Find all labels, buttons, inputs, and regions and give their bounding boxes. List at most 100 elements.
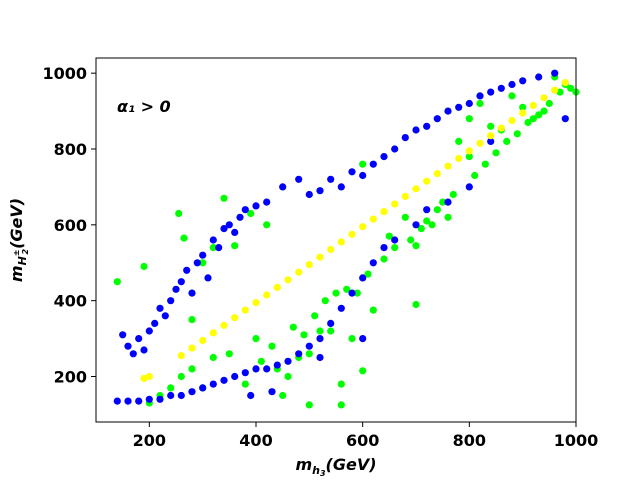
y-tick-label: 400 <box>54 292 87 311</box>
scatter-point <box>449 190 457 199</box>
scatter-point <box>220 321 228 329</box>
scatter-point <box>524 118 532 127</box>
scatter-point <box>279 183 287 191</box>
scatter-point <box>193 259 201 267</box>
scatter-point <box>209 236 217 244</box>
scatter-point <box>124 397 132 405</box>
scatter-point <box>175 209 183 218</box>
scatter-point <box>252 299 260 307</box>
scatter-point <box>513 130 521 138</box>
scatter-point <box>151 319 159 327</box>
scatter-point <box>359 274 367 282</box>
x-tick-label: 600 <box>346 431 379 450</box>
scatter-point <box>247 209 255 218</box>
scatter-point <box>305 401 313 409</box>
scatter-point <box>252 202 260 210</box>
scatter-point <box>348 168 356 176</box>
scatter-point <box>284 372 292 381</box>
scatter-point <box>380 255 388 263</box>
scatter-point <box>177 278 185 286</box>
scatter-point <box>252 335 260 343</box>
scatter-point <box>444 107 452 115</box>
scatter-point <box>209 244 217 252</box>
scatter-point <box>444 162 452 170</box>
scatter-point <box>476 99 484 108</box>
scatter-point <box>465 99 473 108</box>
scatter-point <box>359 223 367 231</box>
scatter-point <box>311 312 319 320</box>
scatter-point <box>401 134 409 142</box>
scatter-point <box>273 283 281 291</box>
scatter-point <box>177 352 185 360</box>
scatter-point <box>391 236 399 244</box>
scatter-point <box>305 261 313 269</box>
scatter-point <box>487 137 495 145</box>
scatter-point <box>268 342 276 350</box>
scatter-point <box>284 276 292 284</box>
scatter-point <box>225 221 233 229</box>
scatter-point <box>433 115 441 123</box>
scatter-point <box>407 236 415 244</box>
scatter-point <box>241 380 249 388</box>
scatter-point <box>263 365 271 373</box>
scatter-point <box>465 115 473 123</box>
scatter-point <box>289 323 297 331</box>
scatter-point <box>236 213 244 221</box>
y-tick-label: 1000 <box>42 64 87 83</box>
scatter-point <box>364 270 372 278</box>
scatter-point <box>145 327 153 335</box>
x-axis-label: mh3(GeV) <box>295 455 376 478</box>
scatter-point <box>508 80 516 89</box>
scatter-point <box>428 221 436 229</box>
scatter-point <box>231 242 239 250</box>
scatter-point <box>220 194 228 202</box>
scatter-point <box>540 94 548 102</box>
scatter-point <box>231 228 239 236</box>
scatter-point <box>220 376 228 384</box>
scatter-point <box>369 215 377 223</box>
y-tick-label: 800 <box>54 140 87 159</box>
scatter-point <box>412 300 420 309</box>
scatter-point <box>188 388 196 396</box>
scatter-point <box>535 73 543 81</box>
scatter-point <box>204 274 212 282</box>
scatter-point <box>423 217 431 225</box>
scatter-point <box>113 397 121 405</box>
scatter-point <box>412 126 420 134</box>
scatter-point <box>209 380 217 388</box>
scatter-point <box>273 361 281 369</box>
y-axis-label: mH±2(GeV) <box>7 198 30 282</box>
scatter-point <box>508 117 516 125</box>
scatter-point <box>380 208 388 216</box>
scatter-point <box>412 185 420 193</box>
scatter-point <box>508 92 516 100</box>
scatter-point <box>423 122 431 130</box>
scatter-point <box>444 198 452 206</box>
scatter-point <box>327 245 335 254</box>
scatter-point <box>492 149 500 157</box>
scatter-point <box>332 289 340 297</box>
scatter-point <box>172 285 180 293</box>
scatter-point <box>497 84 505 92</box>
scatter-point <box>359 335 367 343</box>
scatter-point <box>263 198 271 206</box>
scatter-point <box>412 242 420 250</box>
scatter-point <box>199 251 207 259</box>
x-tick-label: 1000 <box>554 431 599 450</box>
scatter-point <box>359 171 367 180</box>
scatter-point <box>316 187 324 195</box>
scatter-point <box>380 244 388 252</box>
scatter-point <box>316 353 324 362</box>
scatter-point <box>167 384 175 392</box>
y-tick-label: 600 <box>54 216 87 235</box>
x-tick-label: 400 <box>239 431 272 450</box>
scatter-point <box>321 297 329 305</box>
scatter-point <box>455 154 463 163</box>
scatter-point <box>241 206 249 214</box>
scatter-point <box>177 372 185 381</box>
scatter-point <box>487 122 495 130</box>
scatter-point <box>188 289 196 297</box>
scatter-point <box>140 262 148 271</box>
scatter-point <box>188 316 196 324</box>
scatter-point <box>337 380 345 388</box>
